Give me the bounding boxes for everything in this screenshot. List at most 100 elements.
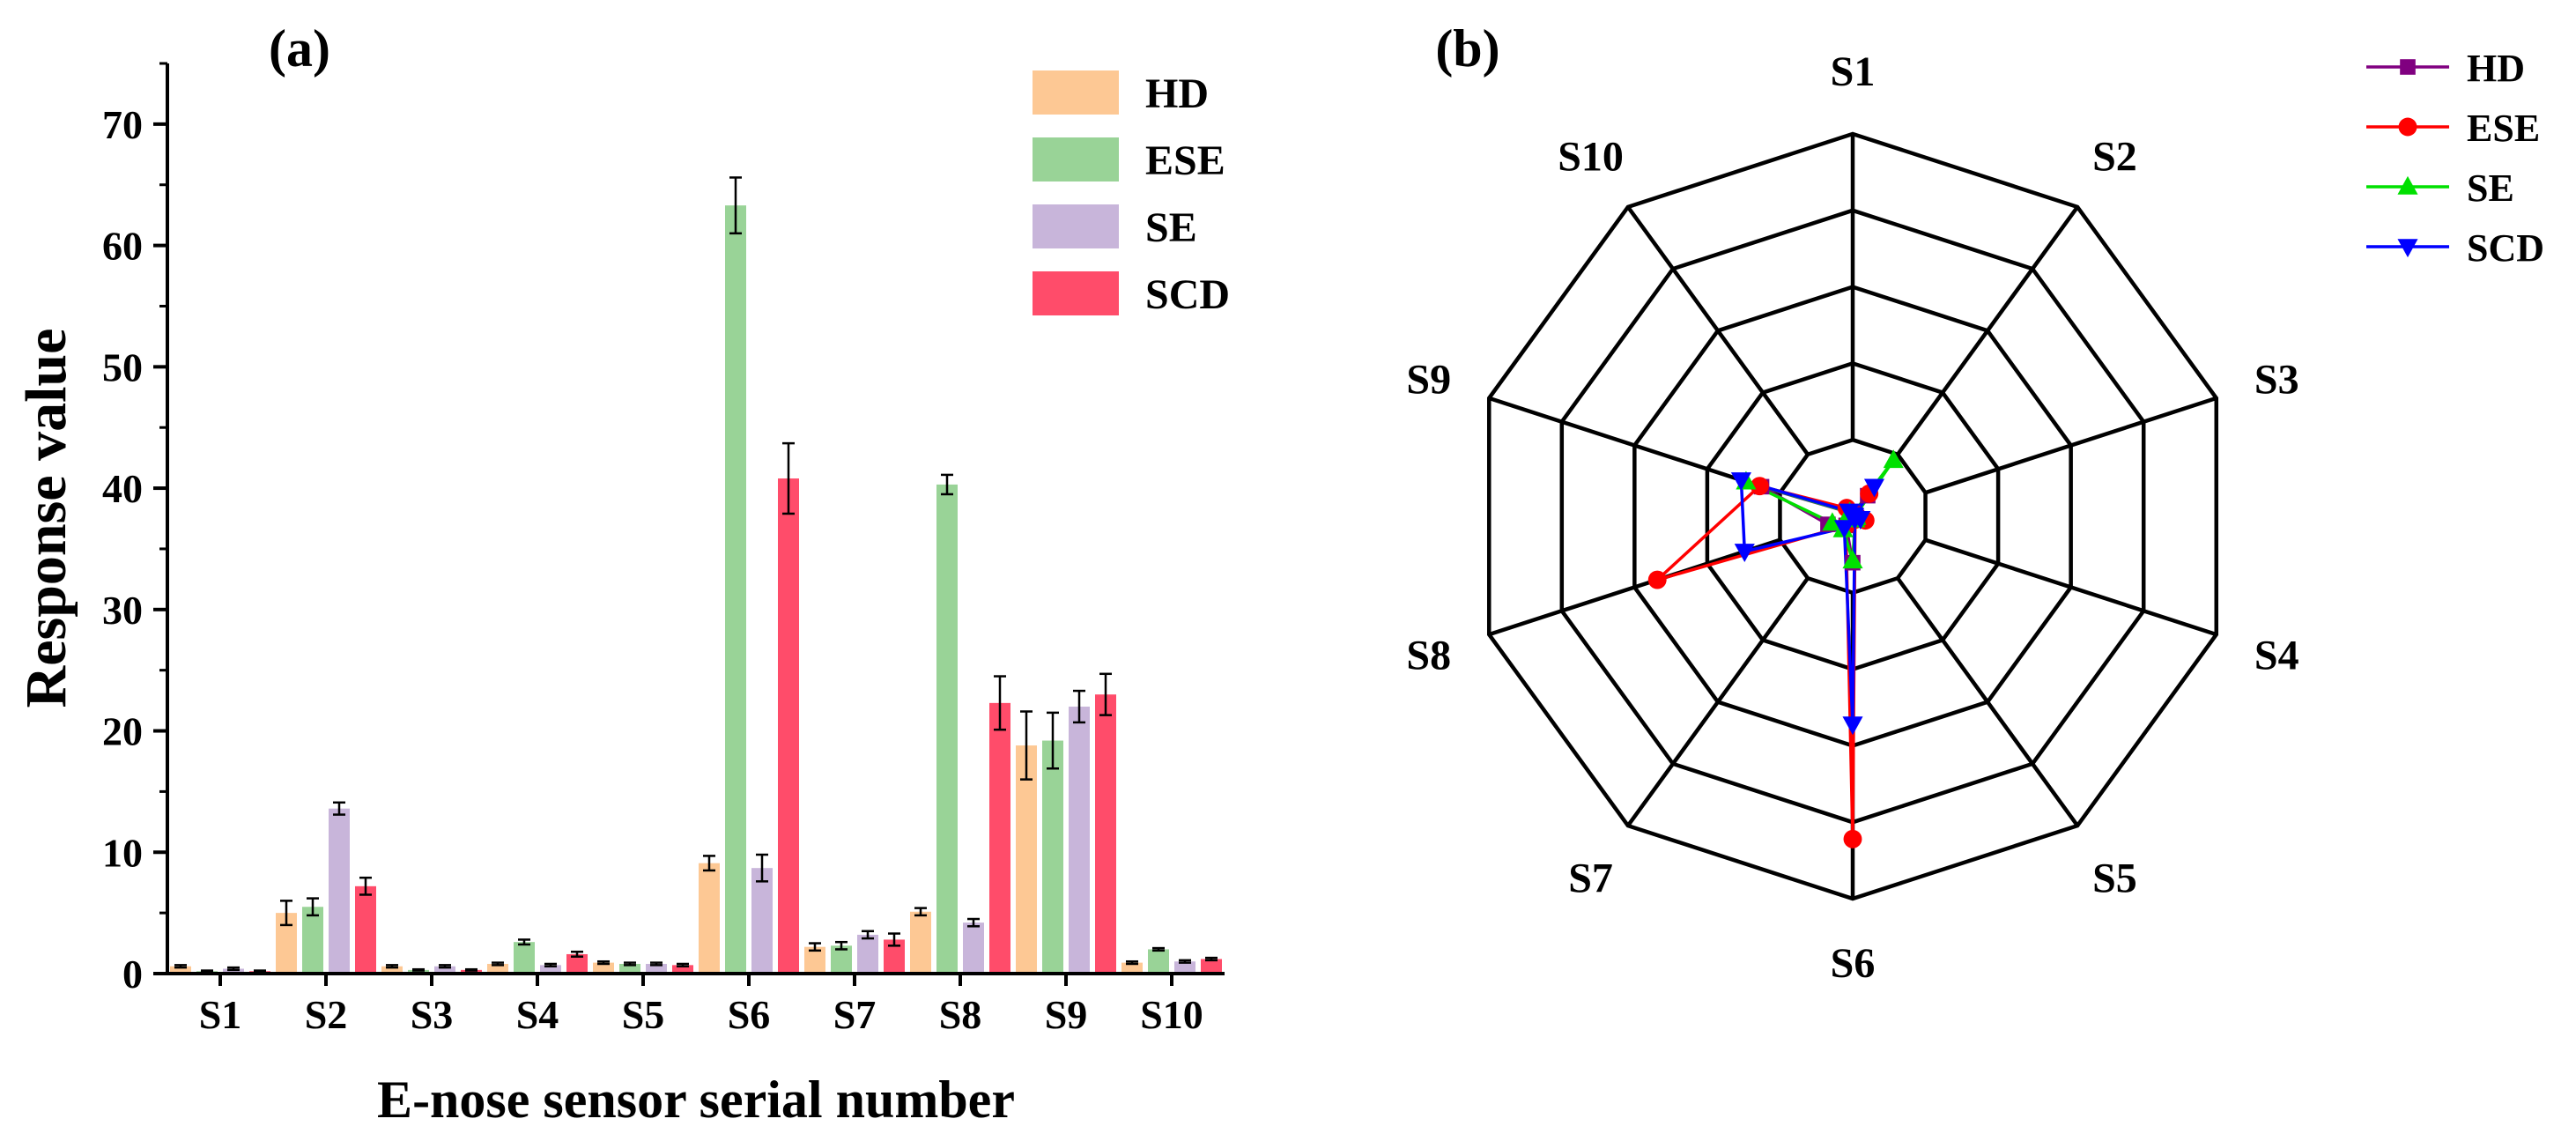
radar-point-se-s8 (1822, 512, 1843, 531)
bar-ese-s9 (1042, 740, 1063, 974)
bar-scd-s6 (778, 478, 799, 974)
legend-label-ese: ESE (1145, 137, 1225, 184)
radar-chart-panel-b: (b) S1 S2 S3 S4 S5 S6 S7 S8 S9 S10 HD ESE SE SCD (1406, 19, 2544, 987)
radar-point-se-s2 (1883, 449, 1904, 469)
bar-scd-s4 (566, 953, 588, 974)
radar-axis-label-s1: S1 (1831, 48, 1876, 95)
bar-scd-s10 (1201, 959, 1222, 974)
bar-chart-panel-a: (a) 0 10 20 30 40 50 60 70 S1 S2 S3 S4 S5 S6 S7 S8 S9 S10 E… (14, 19, 1230, 1129)
bar-hd-s6 (699, 863, 720, 974)
radar-legend-marker-se (2397, 175, 2418, 195)
y-tick-label: 50 (102, 345, 143, 389)
radar-axis-label-s9: S9 (1406, 357, 1451, 404)
bar-hd-s10 (1121, 962, 1143, 974)
radar-point-ese-s6 (1843, 829, 1862, 848)
radar-spoke (1488, 396, 1781, 495)
y-tick-label: 20 (102, 709, 143, 754)
panel-a-label: (a) (269, 19, 330, 78)
bar-ese-s4 (514, 942, 535, 974)
bar-hd-s1 (170, 966, 191, 974)
radar-point-ese-s8 (1647, 570, 1667, 589)
y-tick-label: 40 (102, 466, 143, 511)
radar-axis-label-s6: S6 (1831, 940, 1876, 987)
bar-scd-s5 (672, 965, 693, 974)
radar-point-scd-s10 (1839, 503, 1860, 522)
legend-swatch-hd (1033, 70, 1119, 115)
legend-label-hd: HD (1145, 70, 1209, 117)
radar-legend-marker-scd (2397, 239, 2418, 258)
bar-se-s4 (540, 965, 561, 974)
bar-scd-s2 (355, 885, 376, 974)
radar-legend-label-se: SE (2467, 167, 2514, 210)
y-tick-label: 30 (102, 588, 143, 633)
radar-spoke (1896, 205, 2079, 456)
bar-ese-s5 (619, 963, 640, 974)
legend-swatch-se (1033, 204, 1119, 248)
x-tick-label-s4: S4 (516, 992, 559, 1037)
radar-legend: HD ESE SE SCD (2366, 47, 2544, 270)
bar-hd-s3 (381, 966, 403, 974)
radar-point-se-s6 (1842, 550, 1863, 569)
x-tick-label-s9: S9 (1045, 992, 1088, 1037)
y-tick-label: 70 (102, 102, 143, 147)
bar-scd-s9 (1095, 694, 1116, 974)
legend-label-se: SE (1145, 204, 1197, 251)
x-axis-title: E-nose sensor serial number (377, 1071, 1015, 1129)
radar-point-scd-s7 (1833, 520, 1855, 539)
radar-point-scd-s2 (1863, 478, 1885, 498)
bar-se-s1 (223, 968, 244, 974)
bar-se-s6 (751, 868, 773, 974)
radar-spoke (1626, 576, 1810, 827)
x-tick-label-s1: S1 (199, 992, 242, 1037)
bar-hd-s8 (910, 911, 931, 974)
y-tick-label: 10 (102, 830, 143, 875)
radar-point-scd-s8 (1734, 544, 1755, 562)
radar-axis-label-s3: S3 (2254, 357, 2299, 404)
bar-scd-s3 (461, 969, 482, 974)
bar-ese-s2 (302, 907, 323, 974)
bar-scd-s8 (989, 702, 1010, 974)
radar-spoke (1924, 396, 2217, 495)
radar-axis-label-s8: S8 (1406, 632, 1451, 678)
radar-spoke (1488, 537, 1781, 637)
radar-axis-label-s4: S4 (2254, 632, 2299, 678)
bar-se-s5 (646, 963, 667, 974)
legend-label-scd: SCD (1145, 271, 1230, 318)
radar-point-scd-s6 (1842, 716, 1863, 736)
y-axis-title: Response value (14, 329, 78, 708)
x-tick-label-s7: S7 (833, 992, 877, 1037)
radar-axis-label-s5: S5 (2092, 855, 2137, 901)
bar-hd-s9 (1016, 745, 1037, 974)
legend-swatch-ese (1033, 137, 1119, 182)
radar-spoke (1626, 205, 1810, 456)
legend-swatch-scd (1033, 271, 1119, 315)
bar-hd-s5 (593, 962, 614, 974)
bar-ese-s10 (1148, 949, 1169, 974)
radar-legend-marker-ese (2398, 117, 2417, 137)
radar-legend-label-hd: HD (2467, 47, 2525, 90)
bar-ese-s8 (936, 484, 958, 974)
bar-legend: HD ESE SE SCD (1033, 70, 1230, 318)
bar-ese-s3 (408, 969, 429, 974)
bar-se-s3 (434, 966, 455, 974)
bar-ese-s6 (725, 205, 746, 974)
radar-legend-label-ese: ESE (2467, 107, 2540, 150)
bar-se-s9 (1069, 706, 1090, 974)
radar-spoke (1896, 576, 2079, 827)
radar-legend-marker-hd (2400, 59, 2416, 75)
radar-point-ese-s9 (1750, 477, 1769, 496)
x-tick-label-s3: S3 (411, 992, 454, 1037)
bar-se-s8 (963, 922, 984, 974)
x-tick-label-s6: S6 (728, 992, 771, 1037)
radar-legend-label-scd: SCD (2467, 226, 2544, 270)
y-tick-label: 0 (122, 952, 143, 997)
x-tick-label-s8: S8 (939, 992, 982, 1037)
bar-hd-s4 (487, 963, 508, 974)
panel-b-label: (b) (1435, 19, 1499, 78)
bar-se-s2 (329, 808, 350, 974)
x-tick-label-s10: S10 (1140, 992, 1203, 1037)
bar-se-s10 (1174, 961, 1195, 974)
radar-point-scd-s9 (1730, 472, 1751, 491)
bar-se-s7 (857, 934, 878, 974)
